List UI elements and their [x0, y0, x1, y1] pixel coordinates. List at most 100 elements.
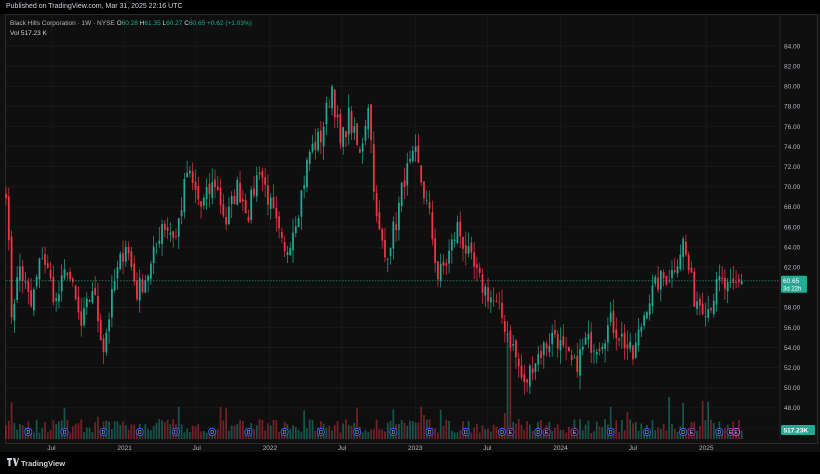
- candle-body[interactable]: [587, 333, 590, 340]
- candle-body[interactable]: [375, 192, 378, 217]
- candle-body[interactable]: [278, 216, 280, 229]
- dividend-badge[interactable]: [425, 427, 434, 437]
- candle-body[interactable]: [111, 288, 113, 318]
- candle-body[interactable]: [590, 331, 593, 353]
- candle-body[interactable]: [462, 237, 464, 249]
- candle-body[interactable]: [158, 240, 161, 244]
- candle-body[interactable]: [687, 254, 690, 271]
- candle-body[interactable]: [476, 264, 478, 268]
- candle-body[interactable]: [604, 343, 606, 350]
- candle-body[interactable]: [55, 298, 58, 301]
- candle-body[interactable]: [202, 197, 205, 206]
- candle-body[interactable]: [721, 277, 724, 279]
- candle-body[interactable]: [58, 294, 60, 302]
- candle-body[interactable]: [214, 179, 216, 188]
- candle-body[interactable]: [350, 111, 353, 134]
- candle-body[interactable]: [208, 183, 211, 195]
- candle-body[interactable]: [108, 319, 110, 332]
- candle-body[interactable]: [395, 224, 397, 231]
- candle-body[interactable]: [568, 347, 570, 352]
- split-badge[interactable]: [731, 427, 741, 437]
- candle-body[interactable]: [570, 355, 573, 360]
- candle-body[interactable]: [41, 257, 44, 259]
- candle-body[interactable]: [726, 281, 729, 292]
- candle-body[interactable]: [46, 263, 49, 268]
- candle-body[interactable]: [503, 321, 506, 332]
- candle-body[interactable]: [152, 246, 155, 263]
- candle-body[interactable]: [124, 247, 127, 262]
- candle-body[interactable]: [322, 126, 325, 147]
- candle-body[interactable]: [328, 106, 331, 108]
- candle-body[interactable]: [91, 290, 94, 303]
- candle-body[interactable]: [239, 182, 241, 203]
- dividend-badge[interactable]: [642, 427, 651, 437]
- candle-body[interactable]: [289, 247, 292, 256]
- candle-body[interactable]: [425, 199, 428, 201]
- candle-body[interactable]: [673, 270, 676, 272]
- candle-body[interactable]: [21, 266, 24, 282]
- candle-body[interactable]: [244, 200, 247, 214]
- candle-body[interactable]: [320, 130, 322, 143]
- candle-body[interactable]: [481, 274, 484, 293]
- candle-body[interactable]: [283, 242, 286, 252]
- candle-body[interactable]: [595, 351, 598, 355]
- candle-body[interactable]: [205, 187, 208, 200]
- candle-body[interactable]: [342, 127, 345, 147]
- candle-body[interactable]: [623, 332, 626, 349]
- candle-body[interactable]: [685, 241, 687, 255]
- dividend-badge[interactable]: [60, 427, 69, 437]
- candle-body[interactable]: [35, 276, 38, 287]
- candle-body[interactable]: [707, 309, 710, 318]
- candle-body[interactable]: [537, 354, 540, 365]
- candle-body[interactable]: [640, 326, 643, 332]
- candle-body[interactable]: [417, 145, 420, 163]
- candle-body[interactable]: [512, 344, 515, 346]
- candle-body[interactable]: [618, 338, 620, 341]
- candle-body[interactable]: [219, 187, 222, 206]
- candle-body[interactable]: [551, 332, 554, 345]
- dividend-badge[interactable]: [461, 427, 470, 437]
- candle-body[interactable]: [88, 300, 91, 302]
- candle-body[interactable]: [517, 358, 520, 367]
- candle-body[interactable]: [77, 296, 80, 313]
- candle-body[interactable]: [643, 315, 645, 326]
- candle-body[interactable]: [442, 261, 445, 266]
- candle-body[interactable]: [651, 285, 654, 307]
- candle-body[interactable]: [69, 271, 71, 279]
- candle-body[interactable]: [150, 263, 152, 279]
- dividend-badge[interactable]: [316, 427, 325, 437]
- candle-body[interactable]: [554, 329, 556, 335]
- candle-body[interactable]: [498, 301, 501, 303]
- candle-body[interactable]: [294, 226, 297, 234]
- candle-body[interactable]: [489, 297, 492, 303]
- candle-body[interactable]: [27, 281, 30, 292]
- candle-body[interactable]: [258, 172, 261, 175]
- candle-body[interactable]: [32, 289, 35, 311]
- candle-body[interactable]: [671, 269, 673, 278]
- candle-body[interactable]: [286, 252, 289, 255]
- candle-body[interactable]: [97, 295, 99, 322]
- dividend-badge[interactable]: [606, 427, 615, 437]
- candle-body[interactable]: [130, 251, 133, 268]
- candle-body[interactable]: [141, 279, 144, 293]
- candle-body[interactable]: [63, 269, 66, 278]
- candle-body[interactable]: [676, 266, 679, 274]
- candle-body[interactable]: [49, 269, 52, 278]
- candle-body[interactable]: [662, 272, 665, 279]
- chart-frame[interactable]: [5, 14, 818, 444]
- candle-body[interactable]: [445, 263, 448, 266]
- candle-body[interactable]: [579, 349, 581, 376]
- candle-body[interactable]: [345, 131, 347, 138]
- candle-body[interactable]: [175, 236, 177, 238]
- candle-body[interactable]: [478, 267, 481, 274]
- candle-body[interactable]: [253, 188, 255, 196]
- candle-body[interactable]: [378, 212, 381, 230]
- candle-body[interactable]: [542, 342, 545, 356]
- dividend-badge[interactable]: [534, 427, 543, 437]
- candle-body[interactable]: [80, 311, 83, 326]
- candle-body[interactable]: [409, 158, 411, 162]
- candle-body[interactable]: [331, 86, 333, 109]
- candle-body[interactable]: [495, 301, 498, 303]
- candle-body[interactable]: [24, 281, 27, 283]
